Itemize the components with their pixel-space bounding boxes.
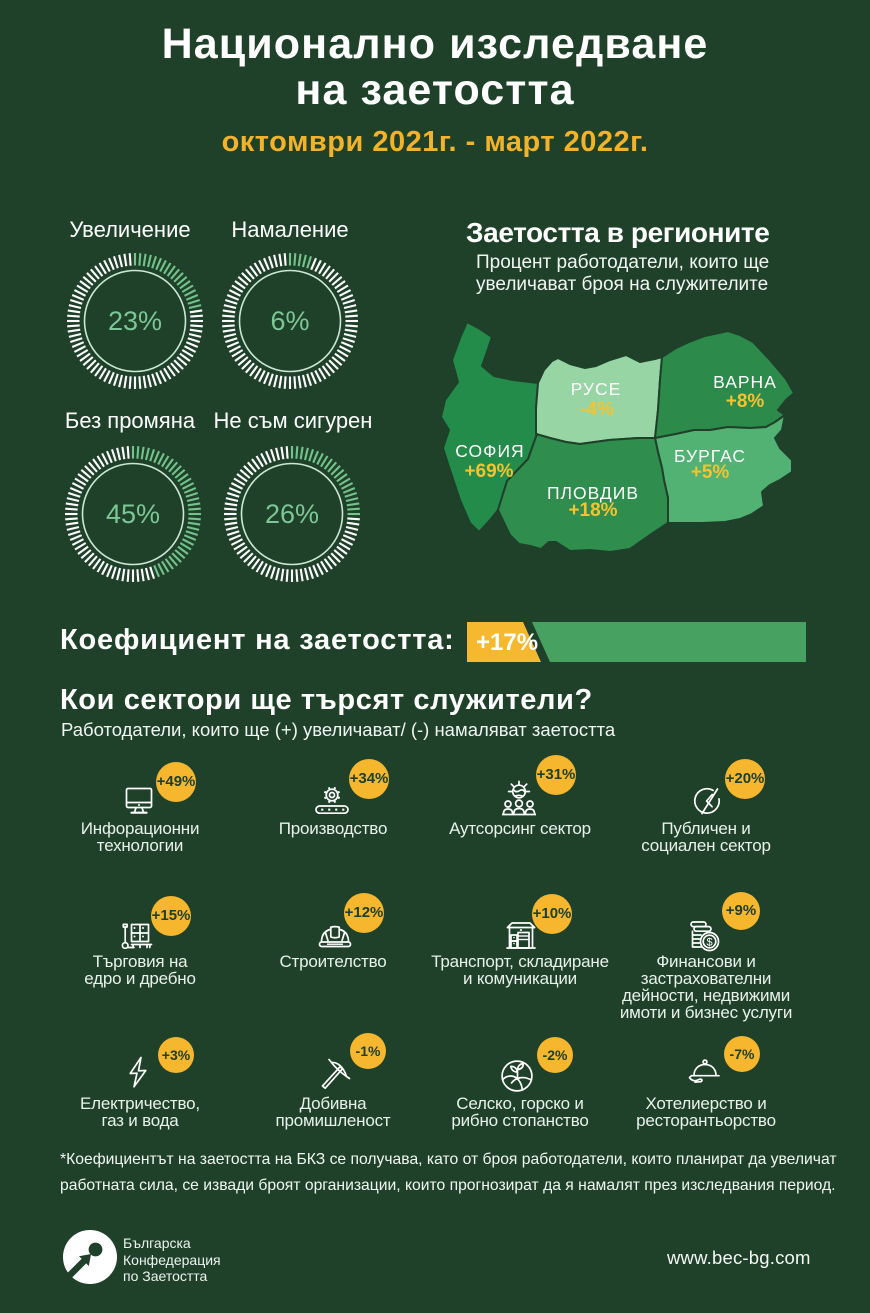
svg-text:23%: 23% <box>108 306 162 336</box>
svg-text:СОФИЯ: СОФИЯ <box>455 441 524 461</box>
svg-text:+8%: +8% <box>726 391 765 412</box>
svg-text:6%: 6% <box>270 306 309 336</box>
svg-text:ПЛОВДИВ: ПЛОВДИВ <box>547 483 639 503</box>
svg-text:$: $ <box>706 937 712 949</box>
svg-text:26%: 26% <box>265 499 319 529</box>
svg-text:+18%: +18% <box>568 500 617 521</box>
svg-text:БУРГАС: БУРГАС <box>674 446 746 466</box>
svg-text:ВАРНА: ВАРНА <box>713 372 777 392</box>
svg-text:45%: 45% <box>106 499 160 529</box>
svg-text:РУСЕ: РУСЕ <box>571 379 622 399</box>
svg-text:+69%: +69% <box>464 461 513 482</box>
svg-text:+17%: +17% <box>476 629 538 656</box>
svg-text:-4%: -4% <box>580 399 614 420</box>
svg-text:+5%: +5% <box>691 462 730 483</box>
